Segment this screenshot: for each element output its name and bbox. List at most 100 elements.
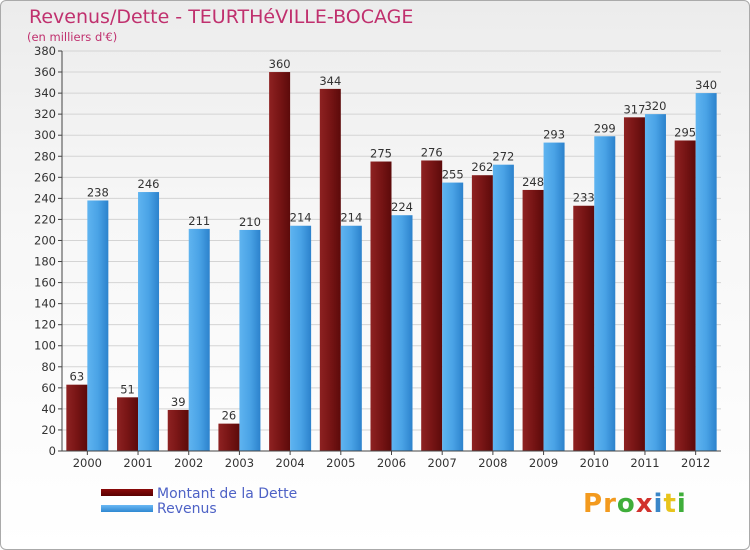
bar-debt-2002 <box>167 409 189 451</box>
value-label-debt-2010: 233 <box>573 191 595 205</box>
x-tick-label-2012: 2012 <box>681 456 710 470</box>
value-label-debt-2004: 360 <box>269 57 291 71</box>
chart-title: Revenus/Dette - TEURTHéVILLE-BOCAGE <box>29 6 414 28</box>
x-tick-label-2010: 2010 <box>580 456 609 470</box>
x-tick-label-2008: 2008 <box>478 456 507 470</box>
value-label-revenue-2011: 320 <box>644 99 666 113</box>
value-label-revenue-2012: 340 <box>695 78 717 92</box>
y-tick-label: 240 <box>34 191 56 205</box>
legend-label-debt: Montant de la Dette <box>157 486 298 502</box>
y-tick-label: 300 <box>34 128 56 142</box>
bar-revenue-2004 <box>290 225 312 451</box>
bar-debt-2000 <box>66 384 88 451</box>
x-tick-label-2004: 2004 <box>275 456 304 470</box>
legend-swatch-debt <box>101 489 153 496</box>
value-label-revenue-2008: 272 <box>492 150 514 164</box>
value-label-debt-2005: 344 <box>319 74 341 88</box>
y-axis-ticks: 0 20 40 60 80 100 120 140 160 180 200 220 240 260 280 3… <box>34 44 62 458</box>
legend-swatch-revenue <box>101 505 153 512</box>
value-label-revenue-2009: 293 <box>543 128 565 142</box>
y-tick-label: 200 <box>34 233 56 247</box>
y-tick-label: 340 <box>34 86 56 100</box>
y-tick-label: 280 <box>34 149 56 163</box>
y-tick-label: 220 <box>34 212 56 226</box>
y-tick-label: 320 <box>34 107 56 121</box>
x-tick-label-2003: 2003 <box>225 456 254 470</box>
logo-letter: t <box>663 489 677 519</box>
bar-revenue-2005 <box>340 225 362 451</box>
value-label-debt-2007: 276 <box>421 145 443 159</box>
value-label-debt-2002: 39 <box>171 395 186 409</box>
x-tick-label-2001: 2001 <box>123 456 152 470</box>
y-tick-label: 60 <box>41 381 56 395</box>
bar-revenue-2001 <box>138 192 160 452</box>
bar-revenue-2010 <box>594 136 616 451</box>
value-label-debt-2006: 275 <box>370 147 392 161</box>
legend-label-revenue: Revenus <box>157 501 217 517</box>
value-label-debt-2009: 248 <box>522 175 544 189</box>
y-tick-label: 160 <box>34 276 56 290</box>
logo-letter: x <box>635 489 654 519</box>
value-label-revenue-2000: 238 <box>87 185 109 199</box>
value-label-debt-2008: 262 <box>471 160 493 174</box>
logo-letter: r <box>603 489 617 519</box>
y-tick-label: 180 <box>34 255 56 269</box>
bar-debt-2008 <box>471 175 493 452</box>
value-label-revenue-2007: 255 <box>442 168 464 182</box>
bar-revenue-2006 <box>391 215 413 451</box>
logo-letter: o <box>616 489 636 519</box>
x-tick-label-2000: 2000 <box>73 456 102 470</box>
x-axis-ticks: 2000 2001 2002 2003 2004 2005 2006 2007 2008 2009… <box>73 451 710 470</box>
bar-revenue-2012 <box>695 93 717 452</box>
value-label-debt-2011: 317 <box>623 102 645 116</box>
bar-revenue-2008 <box>492 164 514 451</box>
bar-revenue-2007 <box>442 182 464 451</box>
bar-debt-2007 <box>421 160 443 451</box>
bar-debt-2005 <box>319 88 341 451</box>
y-tick-label: 120 <box>34 318 56 332</box>
value-label-revenue-2006: 224 <box>391 200 413 214</box>
y-tick-label: 260 <box>34 170 56 184</box>
y-tick-label: 360 <box>34 65 56 79</box>
bar-debt-2001 <box>117 397 139 451</box>
value-label-debt-2012: 295 <box>674 125 696 139</box>
proxiti-logo: Proxiti <box>583 489 687 519</box>
bar-revenue-2009 <box>543 142 565 451</box>
bar-revenue-2000 <box>87 200 109 451</box>
bar-debt-2010 <box>573 205 595 451</box>
bar-debt-2003 <box>218 423 240 451</box>
bar-debt-2006 <box>370 161 392 452</box>
bar-revenue-2011 <box>644 114 666 451</box>
value-label-revenue-2004: 214 <box>290 211 312 225</box>
x-tick-label-2005: 2005 <box>326 456 355 470</box>
logo-letter: i <box>653 489 664 519</box>
y-tick-label: 40 <box>41 402 56 416</box>
x-tick-label-2009: 2009 <box>529 456 558 470</box>
value-labels: 63 238 51 246 39 211 26 210 360 214 344 214 275 224 27… <box>70 57 718 423</box>
y-tick-label: 20 <box>41 423 56 437</box>
bar-debt-2012 <box>674 140 696 451</box>
bar-debt-2009 <box>522 189 544 451</box>
value-label-debt-2001: 51 <box>120 382 135 396</box>
y-tick-label: 140 <box>34 297 56 311</box>
y-tick-label: 0 <box>49 444 56 458</box>
value-label-revenue-2005: 214 <box>340 211 362 225</box>
bar-revenue-2003 <box>239 229 261 451</box>
bar-debt-2004 <box>269 72 291 451</box>
x-tick-label-2006: 2006 <box>377 456 406 470</box>
y-tick-label: 80 <box>41 360 56 374</box>
x-tick-label-2011: 2011 <box>630 456 659 470</box>
logo-letter: P <box>583 489 604 519</box>
y-tick-label: 100 <box>34 339 56 353</box>
value-label-revenue-2001: 246 <box>138 177 160 191</box>
value-label-debt-2000: 63 <box>70 370 85 384</box>
value-label-revenue-2002: 211 <box>188 214 210 228</box>
x-tick-label-2007: 2007 <box>428 456 457 470</box>
chart-subtitle: (en milliers d'€) <box>27 30 118 44</box>
y-tick-label: 380 <box>34 44 56 58</box>
value-label-revenue-2003: 210 <box>239 215 261 229</box>
value-label-debt-2003: 26 <box>222 409 237 423</box>
x-tick-label-2002: 2002 <box>174 456 203 470</box>
